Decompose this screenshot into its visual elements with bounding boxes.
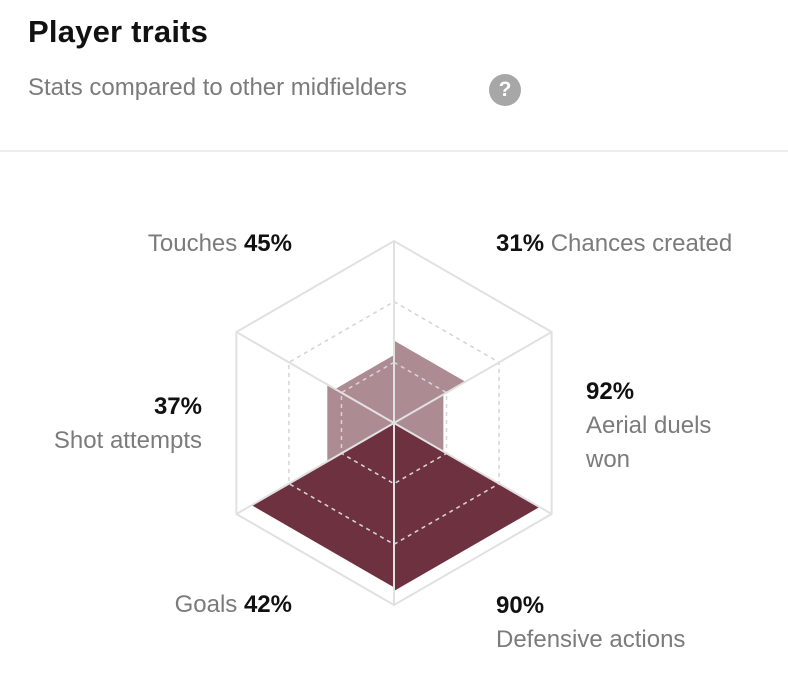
label-shot-attempts-name: Shot attempts (53, 427, 202, 454)
label-touches-value: 45% (243, 230, 292, 257)
spoke-chances-created (393, 331, 553, 424)
label-shot-attempts: 37% Shot attempts (54, 390, 202, 458)
sector-aerial-duels-won (393, 422, 541, 592)
page-title: Player traits (28, 14, 209, 49)
divider (0, 150, 788, 152)
spoke-aerial-duels-won (393, 422, 553, 515)
label-goals-name: Goals (174, 591, 238, 618)
page-subtitle: Stats compared to other midfielders (28, 74, 407, 101)
label-aerial-duels-won: 92% Aerial duels won (586, 375, 756, 477)
label-touches: Touches 45% (148, 227, 292, 261)
label-defensive-actions-name: Defensive actions (496, 626, 686, 653)
label-defensive-actions-value: 90% (496, 592, 545, 619)
label-aerial-duels-won-name: Aerial duels won (586, 412, 712, 473)
label-goals: Goals 42% (175, 588, 292, 622)
label-goals-value: 42% (243, 591, 292, 618)
label-touches-name: Touches (147, 230, 238, 257)
spoke-goals (235, 422, 395, 515)
label-aerial-duels-won-value: 92% (586, 378, 635, 405)
label-chances-created-value: 31% (496, 230, 545, 257)
label-chances-created-name: Chances created (550, 230, 733, 257)
sector-defensive-actions (251, 422, 395, 588)
label-chances-created: 31% Chances created (496, 227, 732, 261)
spoke-shot-attempts (235, 331, 395, 424)
label-defensive-actions: 90% Defensive actions (496, 589, 685, 657)
label-shot-attempts-value: 37% (153, 393, 202, 420)
help-icon[interactable]: ? (489, 74, 521, 106)
